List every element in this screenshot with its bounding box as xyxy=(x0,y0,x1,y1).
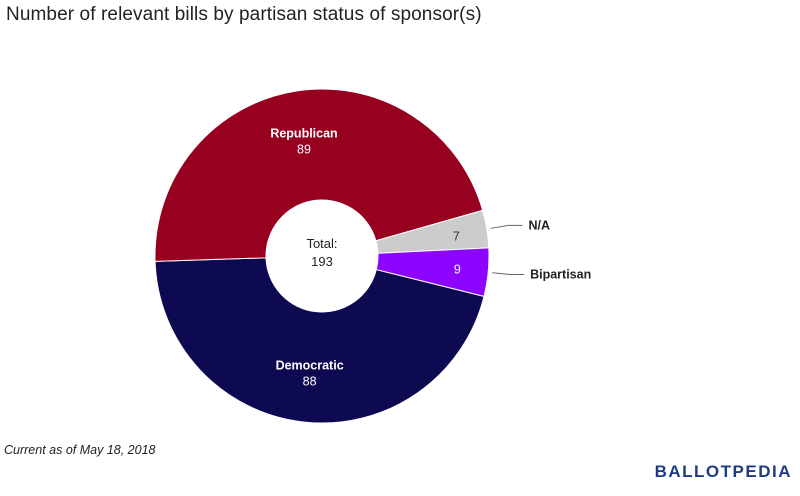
slice-value-n-a: 7 xyxy=(453,229,460,243)
slice-democratic xyxy=(154,257,485,424)
center-total-label: Total: xyxy=(306,236,337,251)
slice-value-bipartisan: 9 xyxy=(454,263,461,277)
leader-line-n-a xyxy=(490,224,523,229)
slice-value-democratic: 88 xyxy=(303,374,317,388)
slice-bipartisan xyxy=(375,247,490,298)
slice-label-bipartisan: Bipartisan xyxy=(530,267,591,281)
ballotpedia-logo: BALLOTPEDIA xyxy=(654,462,792,481)
slice-value-republican: 89 xyxy=(297,142,311,156)
slice-republican xyxy=(154,88,484,262)
center-total-value: 193 xyxy=(311,254,333,269)
footnote: Current as of May 18, 2018 xyxy=(4,443,156,457)
chart-title: Number of relevant bills by partisan sta… xyxy=(6,4,482,25)
slice-label-n-a: N/A xyxy=(529,218,551,232)
slice-label-republican: Republican xyxy=(270,126,337,140)
leader-line-bipartisan xyxy=(492,272,525,275)
slice-label-democratic: Democratic xyxy=(276,358,344,372)
